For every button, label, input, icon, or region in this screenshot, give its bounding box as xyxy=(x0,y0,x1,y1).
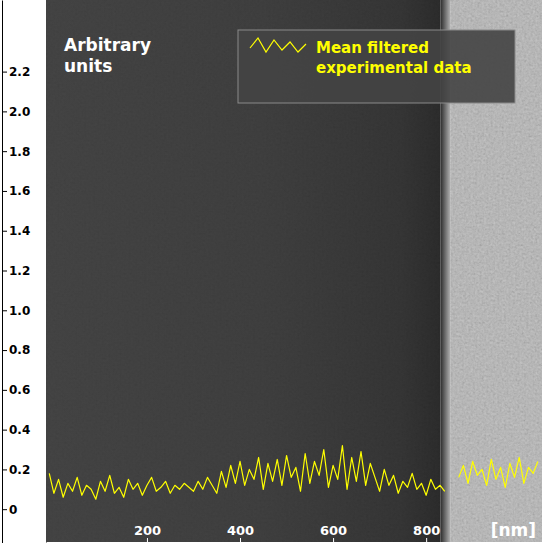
y-tick-mark xyxy=(2,72,7,73)
y-tick-label: 0.8 xyxy=(9,343,30,357)
text-line: Arbitrary xyxy=(64,35,151,55)
x-tick-mark xyxy=(333,538,334,542)
chart: 0 0.2 0.4 0.6 0.8 1.0 1.2 1.4 1.6 1.8 2.0 2.2 200 400… xyxy=(0,0,542,543)
x-tick-mark xyxy=(240,538,241,542)
y-tick-mark xyxy=(2,111,7,112)
x-axis-title: [nm] xyxy=(491,520,536,540)
y-tick-mark xyxy=(2,509,7,510)
y-tick-mark xyxy=(2,350,7,351)
x-tick-label: 200 xyxy=(134,523,161,538)
legend-label: Mean filtered experimental data xyxy=(316,39,472,77)
y-tick-mark xyxy=(2,231,7,232)
y-tick-mark xyxy=(2,271,7,272)
x-tick-label: 600 xyxy=(320,523,347,538)
y-tick-mark xyxy=(2,390,7,391)
y-tick: 1.6 xyxy=(2,184,30,198)
x-axis: 200 400 600 800 xyxy=(47,523,542,543)
y-tick-label: 0 xyxy=(9,503,17,517)
x-tick: 400 xyxy=(227,523,254,542)
y-tick-label: 1.2 xyxy=(9,264,30,278)
x-tick: 200 xyxy=(134,523,161,542)
y-tick-mark xyxy=(2,310,7,311)
y-tick-label: 1.4 xyxy=(9,224,30,238)
y-tick-label: 0.2 xyxy=(9,463,30,477)
y-tick-label: 2.0 xyxy=(9,105,30,119)
plot-area xyxy=(49,446,538,500)
y-tick-label: 1.0 xyxy=(9,304,30,318)
x-tick-label: 800 xyxy=(413,523,440,538)
legend-box xyxy=(238,30,515,103)
y-tick: 0.4 xyxy=(2,423,30,437)
text-line: Mean filtered xyxy=(316,39,429,57)
y-tick-mark xyxy=(2,469,7,470)
x-tick-label: 400 xyxy=(227,523,254,538)
y-axis-title: Arbitraryunits xyxy=(64,35,151,76)
legend-symbol xyxy=(250,38,306,52)
y-tick: 1.0 xyxy=(2,304,30,318)
x-tick-mark xyxy=(147,538,148,542)
y-tick-mark xyxy=(2,151,7,152)
y-tick: 0.8 xyxy=(2,343,30,357)
y-tick: 1.8 xyxy=(2,145,30,159)
y-tick: 0.2 xyxy=(2,463,30,477)
y-tick-label: 1.6 xyxy=(9,184,30,198)
y-tick-mark xyxy=(2,191,7,192)
x-axis-line xyxy=(47,542,542,543)
legend: Mean filtered experimental data xyxy=(238,30,515,103)
y-tick: 1.2 xyxy=(2,264,30,278)
y-tick: 0 xyxy=(2,503,17,517)
text-line: experimental data xyxy=(316,59,472,77)
y-axis-line xyxy=(2,1,3,543)
y-tick-label: 2.2 xyxy=(9,65,30,79)
y-axis: 0 0.2 0.4 0.6 0.8 1.0 1.2 1.4 1.6 1.8 2.0 2.2 xyxy=(2,1,30,543)
text-line: units xyxy=(64,56,112,76)
y-tick: 1.4 xyxy=(2,224,30,238)
y-tick: 0.6 xyxy=(2,383,30,397)
data-line xyxy=(49,446,538,500)
y-tick: 2.0 xyxy=(2,105,30,119)
background-image xyxy=(46,0,542,543)
x-tick: 800 xyxy=(413,523,440,542)
y-tick-label: 0.4 xyxy=(9,423,30,437)
y-tick-mark xyxy=(2,430,7,431)
y-tick-label: 1.8 xyxy=(9,145,30,159)
y-tick: 2.2 xyxy=(2,65,30,79)
x-tick: 600 xyxy=(320,523,347,542)
x-tick-mark xyxy=(426,538,427,542)
y-tick-label: 0.6 xyxy=(9,383,30,397)
